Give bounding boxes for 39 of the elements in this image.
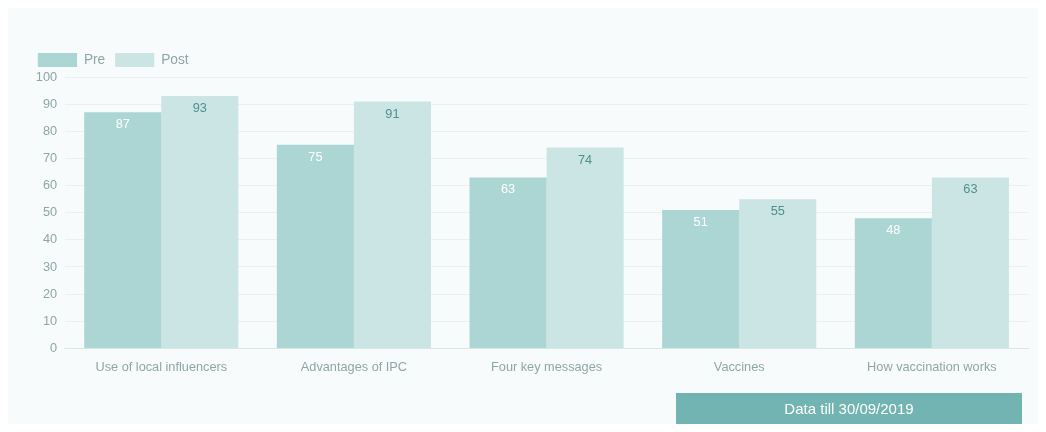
y-tick-label: 20 bbox=[42, 285, 58, 301]
x-tick-label: Four key messages bbox=[491, 358, 603, 374]
data-label: 91 bbox=[385, 105, 400, 121]
data-label: 63 bbox=[963, 181, 978, 197]
bar bbox=[739, 199, 817, 348]
x-tick-label: Advantages of IPC bbox=[300, 358, 408, 374]
bar bbox=[931, 177, 1009, 348]
data-label: 87 bbox=[115, 116, 130, 132]
data-label: 51 bbox=[693, 213, 708, 230]
x-tick-label: How vaccination works bbox=[867, 358, 997, 374]
data-label: 74 bbox=[578, 151, 593, 167]
bar bbox=[161, 96, 239, 348]
data-label: 63 bbox=[500, 181, 516, 197]
x-tick-label: Use of local influencers bbox=[95, 358, 228, 374]
y-tick-label: 80 bbox=[42, 122, 58, 138]
y-tick-label: 70 bbox=[42, 149, 58, 166]
bar bbox=[546, 147, 624, 348]
legend-label: Post bbox=[161, 50, 189, 67]
y-tick-label: 60 bbox=[42, 177, 58, 193]
bar bbox=[662, 209, 740, 348]
bar bbox=[353, 101, 431, 348]
bar bbox=[854, 218, 932, 348]
y-tick-label: 90 bbox=[42, 95, 58, 111]
data-label: 75 bbox=[308, 148, 323, 164]
y-tick-label: 0 bbox=[50, 339, 58, 356]
data-label: 48 bbox=[886, 222, 901, 238]
y-tick-label: 30 bbox=[42, 258, 58, 274]
data-label: 55 bbox=[770, 203, 785, 219]
bar bbox=[469, 177, 547, 348]
bar bbox=[84, 112, 162, 348]
legend-label: Pre bbox=[83, 50, 106, 67]
y-tick-label: 100 bbox=[35, 68, 58, 84]
y-tick-label: 50 bbox=[42, 204, 58, 220]
text: Data till 30/09/2019 bbox=[676, 393, 1022, 424]
bar bbox=[276, 144, 354, 348]
y-tick-label: 40 bbox=[42, 231, 58, 247]
data-label: 93 bbox=[192, 99, 207, 116]
x-tick-label: Vaccines bbox=[713, 358, 765, 374]
y-tick-label: 10 bbox=[42, 312, 58, 328]
